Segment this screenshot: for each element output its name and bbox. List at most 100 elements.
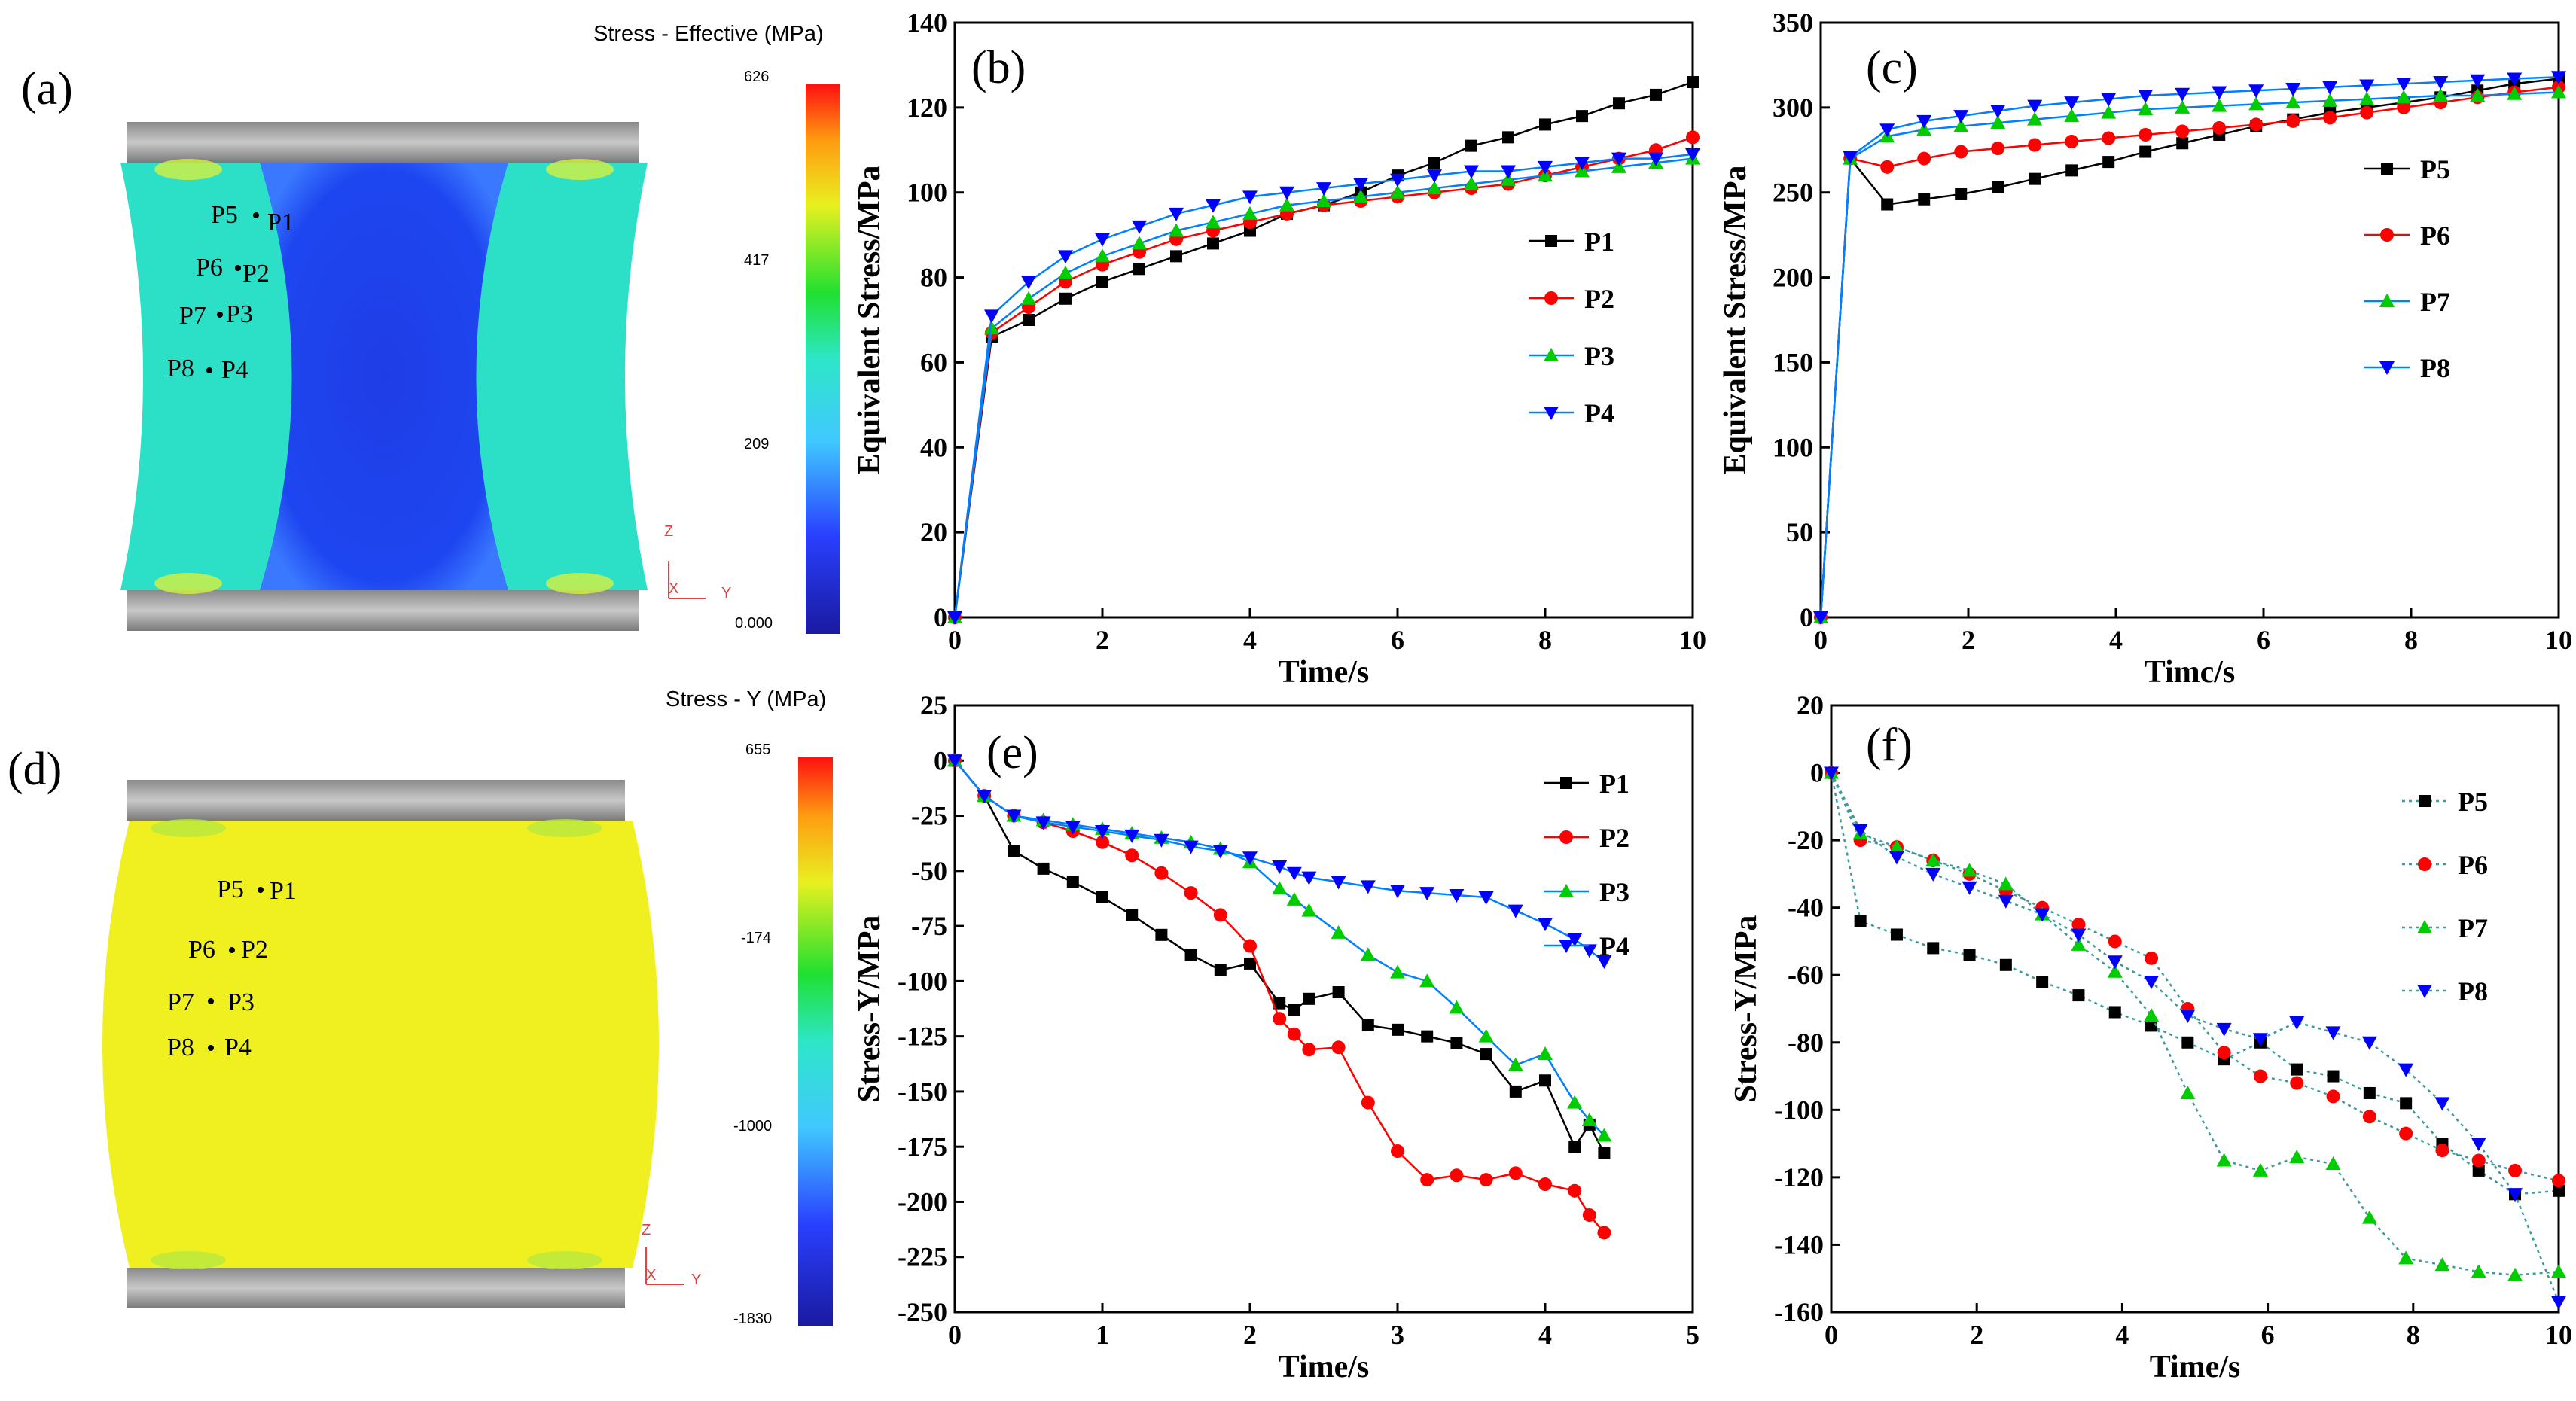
point-label: P8 bbox=[167, 355, 194, 382]
y-tick-label: 0 bbox=[1810, 758, 1824, 788]
y-tick-label: -175 bbox=[898, 1131, 947, 1162]
data-point bbox=[1206, 199, 1221, 213]
y-tick-label: -100 bbox=[1774, 1095, 1824, 1125]
data-point bbox=[2470, 74, 2486, 88]
y-tick-label: 40 bbox=[920, 432, 947, 462]
y-tick-label: -100 bbox=[898, 966, 947, 996]
data-point bbox=[1096, 276, 1108, 288]
data-point bbox=[1390, 173, 1405, 187]
legend-label: P3 bbox=[1584, 341, 1614, 371]
y-tick-label: 0 bbox=[934, 745, 947, 775]
data-point bbox=[1037, 862, 1050, 875]
y-tick-label: 300 bbox=[1773, 93, 1813, 123]
data-point bbox=[2212, 86, 2227, 100]
point-label: P7 bbox=[167, 988, 194, 1016]
colorbar-tick: -1000 bbox=[733, 1118, 772, 1135]
data-point bbox=[1286, 866, 1302, 881]
y-tick-label: 200 bbox=[1773, 263, 1813, 293]
data-point bbox=[1918, 193, 1931, 206]
y-tick-label: 0 bbox=[1800, 602, 1813, 632]
data-point bbox=[2359, 79, 2375, 93]
data-point bbox=[1133, 263, 1145, 276]
y-tick-label: 50 bbox=[1786, 517, 1813, 547]
data-point bbox=[1890, 928, 1903, 941]
series-line bbox=[954, 760, 1605, 1154]
y-tick-label: -150 bbox=[898, 1077, 947, 1107]
data-point bbox=[1169, 223, 1184, 237]
panel-d-letter: (d) bbox=[8, 744, 62, 795]
data-point bbox=[2101, 93, 2117, 107]
data-point bbox=[1502, 131, 1514, 144]
series-P2 bbox=[948, 754, 1611, 1240]
data-point bbox=[2027, 99, 2043, 114]
data-point bbox=[1990, 115, 2006, 129]
data-point bbox=[2102, 131, 2116, 145]
plot-frame bbox=[953, 704, 1694, 1314]
y-axis-title: Equivalent Stress/MPa bbox=[852, 165, 887, 474]
data-point bbox=[1332, 986, 1345, 999]
y-tick-label: 350 bbox=[1773, 8, 1813, 38]
axis-triad: Z Y X bbox=[664, 523, 731, 602]
data-point bbox=[1301, 871, 1317, 885]
chart-b: 0 2 4 6 8 10020406080100120140Time/sEquivalen… bbox=[852, 8, 1706, 690]
data-point bbox=[1917, 151, 1931, 166]
data-point bbox=[947, 611, 962, 625]
panel-letter: (e) bbox=[986, 727, 1038, 778]
svg-text:Z: Z bbox=[642, 1222, 651, 1238]
data-point bbox=[1648, 152, 1663, 166]
data-point bbox=[2472, 1164, 2485, 1177]
colorbar-a: Stress - Effective (MPa) 626 417 209 0.0… bbox=[593, 22, 840, 634]
panel-a-letter: (a) bbox=[21, 63, 73, 114]
data-point bbox=[2398, 1250, 2414, 1265]
colorbar-tick: 209 bbox=[744, 436, 769, 452]
point-label: P3 bbox=[226, 300, 253, 328]
data-point bbox=[1450, 1168, 1464, 1183]
legend-marker bbox=[1544, 291, 1558, 305]
probe-dot bbox=[253, 212, 259, 218]
series-line bbox=[1830, 772, 2559, 1195]
svg-text:Y: Y bbox=[691, 1272, 701, 1288]
data-point bbox=[1331, 1040, 1346, 1055]
data-point bbox=[1125, 848, 1139, 863]
legend-label: P4 bbox=[1584, 398, 1614, 428]
specimen-d: P5 P1 P6 P2 P7 P3 P8 P4 Z Y X bbox=[102, 780, 701, 1308]
data-point bbox=[1465, 139, 1477, 152]
data-point bbox=[2399, 1126, 2413, 1141]
y-tick-label: -160 bbox=[1774, 1297, 1824, 1327]
data-point bbox=[1316, 193, 1331, 207]
data-point bbox=[1207, 237, 1219, 250]
legend-label: P8 bbox=[2458, 976, 2488, 1007]
data-point bbox=[1598, 1147, 1611, 1159]
data-point bbox=[1852, 824, 1868, 838]
data-point bbox=[1613, 97, 1625, 110]
legend-marker bbox=[1544, 348, 1559, 361]
data-point bbox=[2027, 111, 2043, 126]
top-plate bbox=[127, 780, 625, 821]
data-point bbox=[2291, 1063, 2303, 1076]
series-line bbox=[953, 157, 1693, 618]
legend-marker bbox=[1559, 940, 1574, 953]
colorbar-title: Stress - Effective (MPa) bbox=[593, 22, 824, 46]
series-line bbox=[1830, 772, 2559, 1276]
legend-marker bbox=[1545, 235, 1557, 247]
data-point bbox=[2071, 918, 2086, 932]
plot-frame bbox=[953, 21, 1694, 619]
data-point bbox=[1095, 825, 1110, 839]
y-tick-label: -75 bbox=[911, 911, 947, 941]
data-point bbox=[1427, 169, 1442, 184]
data-point bbox=[1021, 276, 1036, 290]
x-axis-title: Time/s bbox=[2150, 1350, 2241, 1384]
series-P4 bbox=[947, 148, 1700, 625]
data-point bbox=[2216, 1022, 2232, 1037]
data-point bbox=[1991, 142, 2005, 156]
data-point bbox=[1242, 851, 1258, 866]
data-point bbox=[1058, 250, 1073, 264]
data-point bbox=[1303, 992, 1315, 1005]
data-point bbox=[1464, 165, 1479, 179]
data-point bbox=[2289, 1150, 2305, 1164]
data-point bbox=[1953, 118, 1969, 132]
y-axis-title: Stress-Y/MPa bbox=[1729, 915, 1764, 1103]
data-point bbox=[2028, 138, 2042, 152]
data-point bbox=[2212, 98, 2227, 112]
legend: P5 P6 P7 P8 bbox=[2364, 154, 2450, 383]
